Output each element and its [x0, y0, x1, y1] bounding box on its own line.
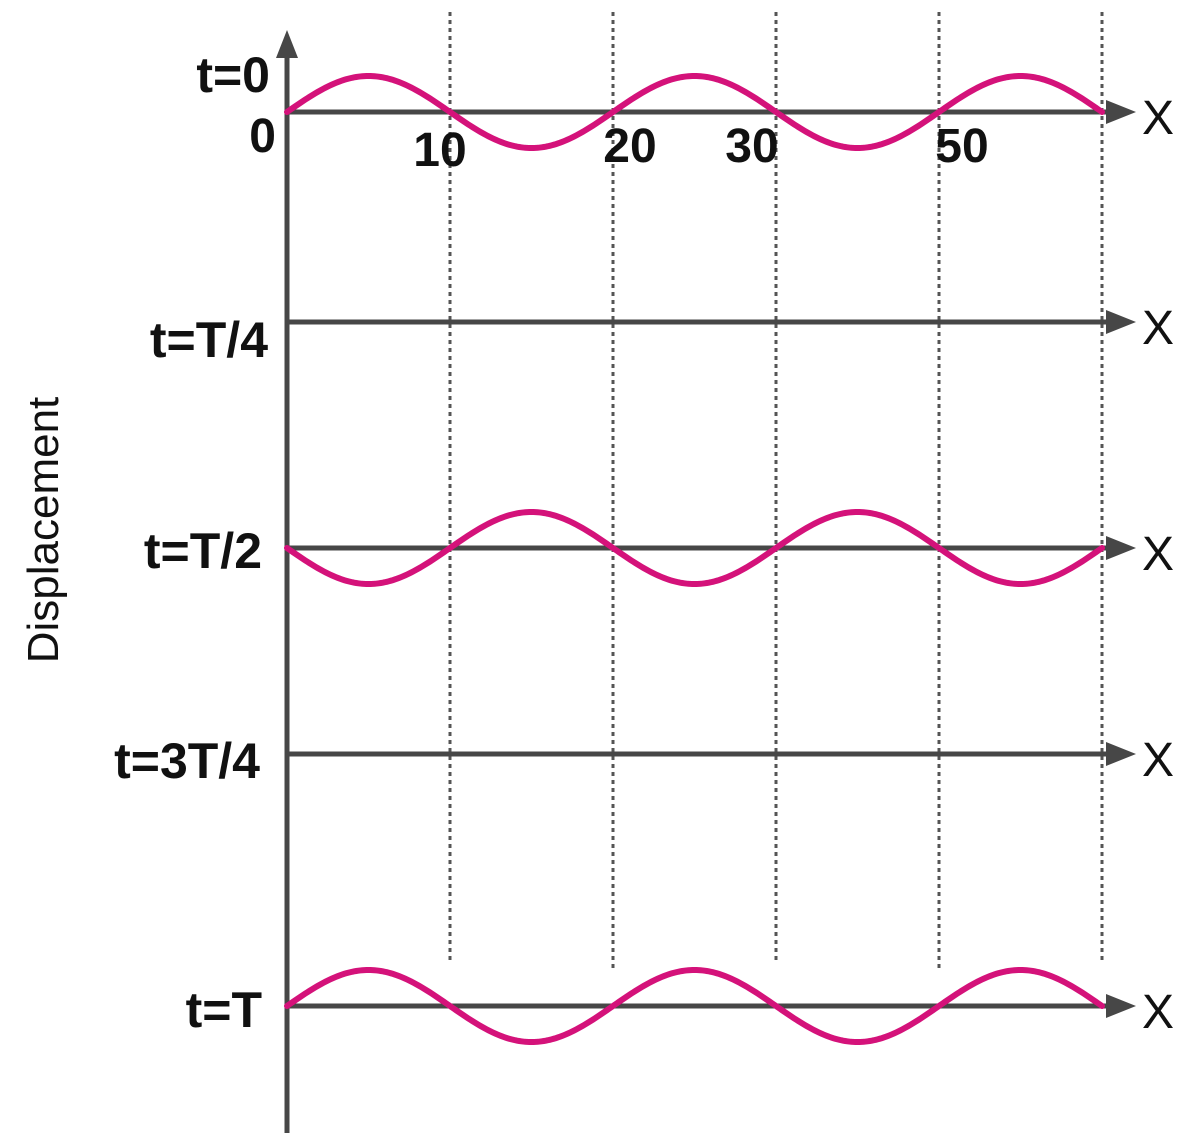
row-t0: t=0 X: [196, 47, 1174, 152]
x-tick-labels: 0 10 20 30 50: [249, 110, 988, 177]
x-axis-arrowhead-t-full: [1106, 994, 1136, 1018]
row-label-t-half: t=T/2: [144, 523, 262, 579]
x-axis-label-t-half: X: [1142, 528, 1174, 581]
tick-label-10: 10: [413, 124, 466, 177]
x-axis-label-t0: X: [1142, 92, 1174, 145]
row-label-t-full: t=T: [186, 982, 262, 1038]
origin-label: 0: [249, 110, 276, 163]
row-t-quarter: t=T/4 X: [150, 302, 1174, 368]
wave-curve-t0: [284, 72, 1105, 152]
x-axis-arrowhead-t0: [1106, 100, 1136, 124]
row-t-three-quarter: t=3T/4 X: [114, 733, 1174, 789]
tick-label-20: 20: [603, 120, 656, 173]
x-axis-label-t-three-quarter: X: [1142, 734, 1174, 787]
wave-curve-t-full: [284, 966, 1105, 1046]
x-axis-arrowhead-t-three-quarter: [1106, 742, 1136, 766]
x-axis-arrowhead-t-quarter: [1106, 310, 1136, 334]
x-axis-label-t-full: X: [1142, 986, 1174, 1039]
row-t-half: t=T/2 X: [144, 508, 1174, 588]
x-axis-label-t-quarter: X: [1142, 302, 1174, 355]
row-t-full: t=T X: [186, 966, 1174, 1046]
tick-label-50: 50: [935, 120, 988, 173]
row-label-t0: t=0: [196, 47, 270, 103]
vertical-guide-lines: [448, 12, 1104, 968]
row-label-t-quarter: t=T/4: [150, 312, 268, 368]
time-rows: t=0 X t=T/4 X t=T/2 X t=3T/4 X t=T: [114, 47, 1174, 1046]
tick-label-30: 30: [725, 120, 778, 173]
displacement-axis-arrowhead: [276, 30, 298, 58]
y-axis-title: Displacement: [19, 397, 68, 664]
x-axis-arrowhead-t-half: [1106, 536, 1136, 560]
row-label-t-three-quarter: t=3T/4: [114, 733, 260, 789]
wave-curve-t-half: [284, 508, 1105, 588]
